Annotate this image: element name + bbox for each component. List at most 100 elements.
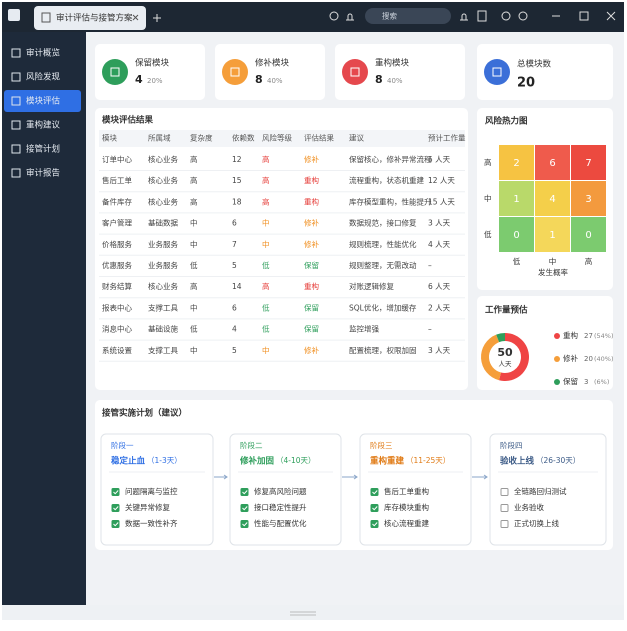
bell-icon[interactable] (346, 13, 354, 21)
heatmap-col-label: 高 (585, 256, 593, 266)
phase-stage: 阶段一 (111, 440, 134, 450)
table-cell: 核心业务 (148, 154, 178, 164)
stat-percent: 20% (147, 77, 163, 85)
table-cell: 对账逻辑修复 (349, 281, 394, 291)
table-cell: 配置梳理，权限加固 (349, 345, 417, 355)
nav-item[interactable]: 接管计划 (26, 144, 60, 155)
user-icon[interactable] (501, 11, 511, 21)
phase-item: 接口稳定性提升 (254, 502, 307, 512)
stat-icon-glyph (350, 67, 360, 77)
maximize[interactable] (579, 11, 589, 21)
stat-icon-glyph (492, 67, 502, 77)
checkbox[interactable] (370, 520, 379, 528)
heatmap-cell (499, 217, 534, 252)
checkbox[interactable] (240, 520, 249, 528)
nav-item[interactable]: 模块评估 (26, 96, 61, 107)
legend-value: 27 (584, 332, 593, 340)
checkbox[interactable] (111, 488, 120, 496)
phase-item: 全链路回归测试 (514, 486, 567, 496)
checkbox[interactable] (500, 488, 509, 496)
heatmap-value: 4 (549, 194, 555, 205)
table-cell: 高 (190, 154, 198, 164)
nav-active (4, 90, 81, 112)
checkbox[interactable] (500, 520, 509, 528)
checkbox[interactable] (370, 488, 379, 496)
checkbox[interactable] (370, 504, 379, 512)
table-cell: 高 (190, 281, 198, 291)
table-header: 复杂度 (190, 133, 213, 143)
table-cell: 中 (190, 239, 198, 249)
heatmap-cell (571, 145, 606, 180)
nav-item[interactable]: 审计概览 (26, 48, 60, 59)
nav-item[interactable]: 风险发现 (26, 72, 61, 83)
heatmap-value: 0 (513, 230, 519, 241)
stat-card (477, 44, 613, 100)
new-tab[interactable] (153, 14, 161, 22)
table-header: 风险等级 (262, 133, 292, 143)
nav-item[interactable]: 重构建议 (26, 120, 61, 131)
check-mark (372, 522, 378, 527)
notify-icon[interactable] (460, 13, 468, 21)
table-cell: 高 (190, 175, 198, 185)
table-cell: 低 (262, 302, 270, 312)
table-cell: 15 人天 (428, 197, 455, 206)
stat-icon (222, 59, 248, 85)
phase-arrow (472, 474, 488, 480)
table-cell: 高 (262, 196, 270, 206)
table-cell: 支撑工具 (148, 345, 178, 355)
nav-item[interactable]: 审计报告 (26, 168, 60, 179)
table-cell: 规则整理，无需改动 (349, 260, 417, 270)
checkbox[interactable] (240, 504, 249, 512)
checkbox[interactable] (500, 504, 509, 512)
table-cell: 5 (232, 261, 237, 270)
table-cell: 系统设置 (102, 345, 132, 355)
table-cell: 4 人天 (428, 240, 451, 249)
close[interactable] (606, 11, 616, 21)
check-mark (372, 490, 378, 495)
table-cell: 保留核心，修补异常流程 (349, 154, 432, 164)
table-cell: 业务服务 (148, 260, 178, 270)
tab[interactable] (34, 6, 146, 30)
panel-icon[interactable] (477, 10, 487, 22)
heatmap-cell (535, 217, 570, 252)
phase-item: 售后工单重构 (384, 486, 429, 496)
search-icon[interactable] (329, 11, 339, 21)
check-mark (113, 490, 119, 495)
donut-slice (481, 334, 502, 381)
search-box[interactable] (365, 8, 451, 24)
phase-item: 库存模块重构 (384, 502, 429, 512)
tab-close[interactable] (132, 14, 139, 21)
table-cell: 15 (232, 176, 242, 185)
table-cell: 消息中心 (102, 324, 132, 334)
donut-unit: 人天 (499, 360, 513, 368)
table-cell: 14 (232, 282, 242, 291)
phase-card (100, 433, 214, 546)
table-cell: 中 (190, 218, 198, 228)
legend-name: 修补 (563, 353, 578, 363)
table-cell: 保留 (304, 260, 319, 270)
phase-days: （11-25天） (406, 456, 450, 465)
phase-days: （26-30天） (536, 456, 580, 465)
settings-icon[interactable] (518, 11, 528, 21)
heatmap-cell (571, 181, 606, 216)
phase-card (359, 433, 472, 546)
phase-item: 核心流程重建 (384, 518, 429, 528)
plan-title: 接管实施计划（建议） (102, 408, 187, 419)
table-cell: 库存模型重构，性能提升 (349, 196, 432, 206)
workload-panel (477, 296, 613, 390)
table-cell: 修补 (304, 218, 319, 228)
stat-value: 4 (135, 73, 143, 86)
stat-card (335, 44, 465, 100)
table-cell: 监控增强 (349, 324, 379, 334)
table-cell: 高 (262, 175, 270, 185)
checkbox[interactable] (111, 504, 120, 512)
phase-arrow (214, 474, 228, 480)
checkbox[interactable] (111, 520, 120, 528)
table-header: 预计工作量 (428, 133, 466, 143)
stat-icon (484, 59, 510, 85)
table-cell: 5 人天 (428, 155, 451, 164)
phase-stage: 阶段三 (370, 440, 393, 450)
table-cell: 报表中心 (102, 302, 132, 312)
checkbox[interactable] (240, 488, 249, 496)
stat-icon-glyph (230, 67, 240, 77)
